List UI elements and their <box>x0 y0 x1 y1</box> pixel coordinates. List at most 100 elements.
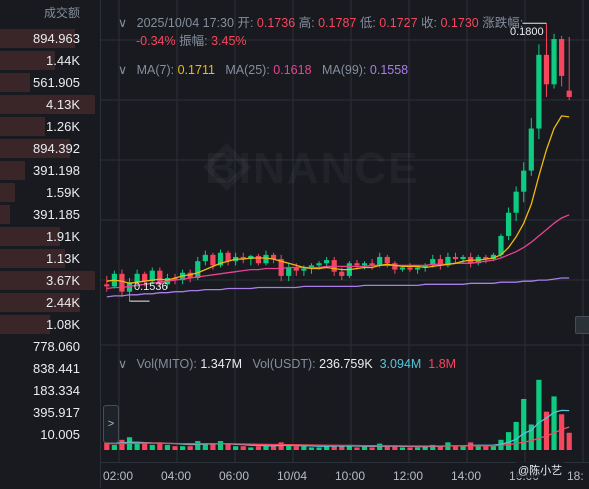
volume-bar <box>179 446 186 450</box>
candle-body <box>293 267 299 271</box>
candle-body <box>119 273 125 292</box>
volume-row[interactable]: 894.963 <box>0 28 100 49</box>
low-price-marker: 0.1536 <box>134 281 168 293</box>
candle-body <box>240 256 246 260</box>
chevron-down-icon[interactable]: ∨ <box>118 16 128 30</box>
candle-body <box>369 263 375 266</box>
candle-body <box>536 54 542 129</box>
volume-value: 561.905 <box>33 75 80 90</box>
vol-ma1-value: 3.094M <box>379 357 422 371</box>
volume-bar <box>505 432 512 450</box>
volume-row[interactable]: 561.905 <box>0 72 100 93</box>
volume-row[interactable]: 3.67K <box>0 270 100 291</box>
vol-mito-value: 1.347M <box>200 357 243 371</box>
volume-row[interactable]: 778.060 <box>0 336 100 357</box>
volume-row[interactable]: 2.44K <box>0 292 100 313</box>
drawing-tool-icon[interactable] <box>575 316 589 334</box>
chevron-down-icon[interactable]: ∨ <box>118 357 128 371</box>
volume-row[interactable]: 395.917 <box>0 402 100 423</box>
volume-bar <box>195 441 201 450</box>
candle-body <box>195 261 201 278</box>
volume-depth-bar <box>0 95 95 114</box>
time-tick-label: 14:00 <box>451 469 482 483</box>
ma99-value: 0.1558 <box>369 63 409 77</box>
candle-body <box>339 271 345 276</box>
candle-body <box>377 256 383 266</box>
ma25-value: 0.1618 <box>273 63 312 77</box>
volume-row[interactable]: 183.334 <box>0 380 100 401</box>
volume-row[interactable]: 1.91K <box>0 226 100 247</box>
chevron-down-icon[interactable]: ∨ <box>118 63 128 77</box>
volume-value: 10.005 <box>40 427 80 442</box>
volume-bar <box>339 446 345 450</box>
volume-value: 778.060 <box>33 339 80 354</box>
candle-body <box>225 252 231 262</box>
change-value: -0.34% <box>136 34 176 48</box>
candle-body <box>255 255 262 264</box>
high-price-marker: 0.1800 <box>510 26 544 38</box>
expand-panel-button[interactable]: > <box>103 405 119 443</box>
volume-bar <box>187 446 193 450</box>
volume-value: 1.59K <box>46 185 80 200</box>
volume-row[interactable]: 1.13K <box>0 248 100 269</box>
candle-body <box>270 254 277 260</box>
candle-body <box>422 265 428 268</box>
ma99-line <box>106 277 570 298</box>
volume-row[interactable]: 894.392 <box>0 138 100 159</box>
candle-body <box>521 170 527 192</box>
candle-body <box>483 256 489 260</box>
volume-value: 894.963 <box>33 31 80 46</box>
volume-bar <box>483 446 489 450</box>
volume-value: 838.441 <box>33 361 80 376</box>
vol-usdt-value: 236.759K <box>319 357 373 371</box>
volume-depth-bar <box>0 29 75 48</box>
candle-body <box>217 252 224 266</box>
ma-legend: ∨ MA(7): 0.1711 MA(25): 0.1618 MA(99): 0… <box>118 63 409 77</box>
volume-bar <box>293 446 299 450</box>
volume-row[interactable]: 1.08K <box>0 314 100 335</box>
candle-body <box>104 284 110 287</box>
volume-row[interactable]: 838.441 <box>0 358 100 379</box>
time-tick-label: 10:00 <box>335 469 366 483</box>
candle-body <box>384 256 390 264</box>
candle-body <box>566 90 572 97</box>
volume-bar <box>407 447 413 450</box>
volume-depth-bar <box>0 73 30 92</box>
volume-bar <box>392 446 398 450</box>
volume-row[interactable]: 10.005 <box>0 424 100 445</box>
volume-bar <box>104 442 110 450</box>
ma7-line <box>106 115 570 284</box>
volume-bar <box>134 443 140 450</box>
volume-depth-bar <box>0 183 15 202</box>
volume-value: 1.13K <box>46 251 80 266</box>
candle-body <box>490 254 497 260</box>
volume-row[interactable]: 1.59K <box>0 182 100 203</box>
candle-body <box>324 260 330 264</box>
volume-row[interactable]: 391.198 <box>0 160 100 181</box>
candlestick-chart[interactable] <box>101 0 589 462</box>
volume-bar <box>513 421 519 450</box>
candle-body <box>559 39 565 76</box>
volume-depth-bar <box>0 161 25 180</box>
candle-body <box>399 267 406 270</box>
candle-body <box>460 256 466 260</box>
volume-legend: ∨ Vol(MITO): 1.347M Vol(USDT): 236.759K … <box>118 357 457 371</box>
volume-bar <box>119 439 125 450</box>
open-value: 0.1736 <box>256 16 296 30</box>
volume-bar <box>354 447 360 450</box>
volume-bar <box>202 443 208 450</box>
candle-body <box>263 254 269 264</box>
candle-body <box>551 39 557 85</box>
candle-body <box>498 235 504 255</box>
volume-row[interactable]: 391.185 <box>0 204 100 225</box>
candle-body <box>513 191 519 213</box>
volume-bar <box>149 444 155 450</box>
volume-row[interactable]: 4.13K <box>0 94 100 115</box>
candle-body <box>202 254 208 262</box>
volume-value: 1.08K <box>46 317 80 332</box>
volume-row[interactable]: 1.44K <box>0 50 100 71</box>
volume-row[interactable]: 1.26K <box>0 116 100 137</box>
volume-value: 894.392 <box>33 141 80 156</box>
candle-body <box>543 54 550 85</box>
volume-bar <box>361 446 368 450</box>
